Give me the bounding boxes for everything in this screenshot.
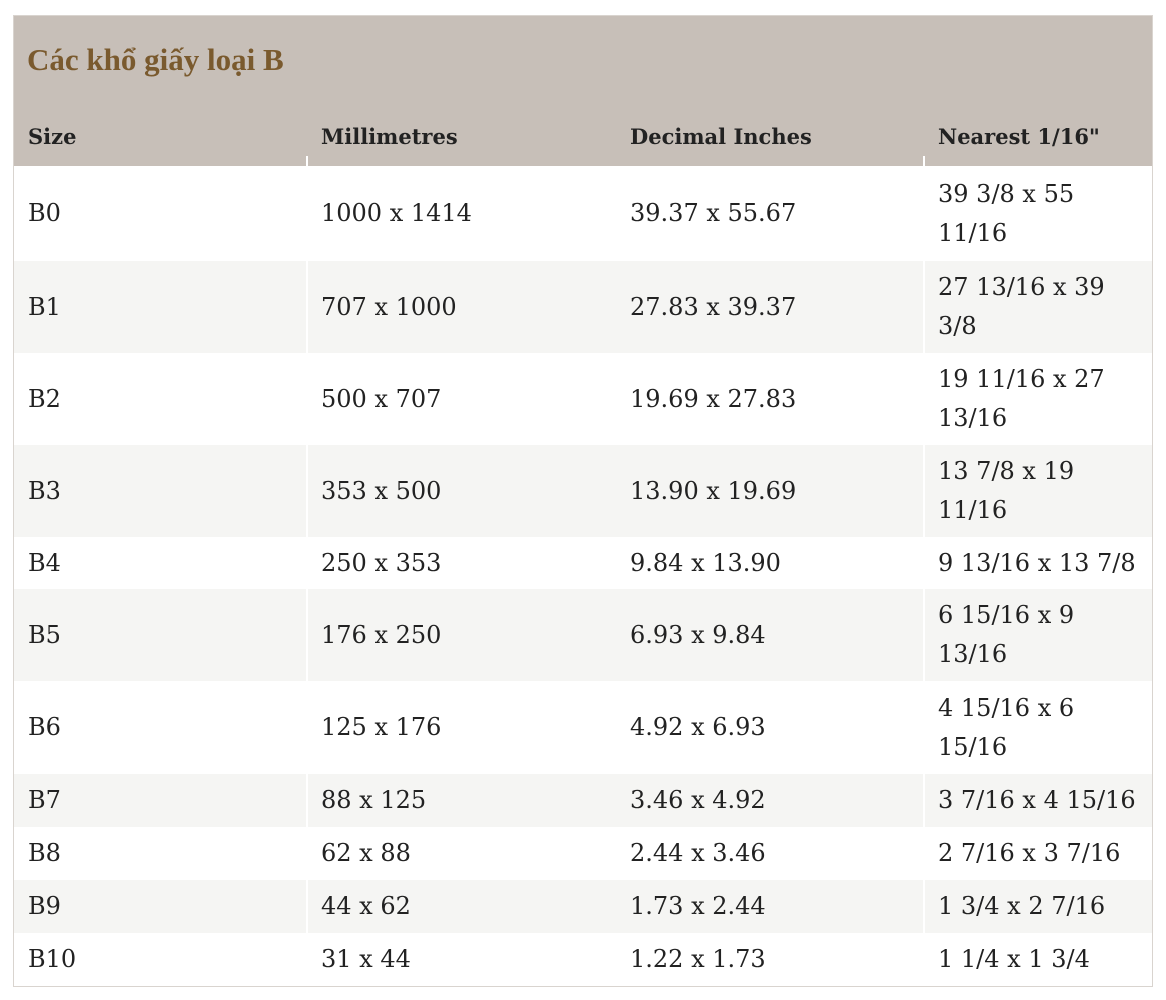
cell-decimal-inches: 13.90 x 19.69 [630, 476, 797, 505]
column-header-millimetres: Millimetres [321, 124, 458, 149]
cell-decimal-inches: 2.44 x 3.46 [630, 839, 766, 867]
cell-nearest: 39 3/8 x 55 11/16 [938, 179, 1075, 247]
cell-millimetres: 62 x 88 [321, 839, 411, 867]
table-row: B10 31 x 44 1.22 x 1.73 1 1/4 x 1 3/4 [14, 933, 1152, 986]
cell-size: B10 [28, 945, 77, 973]
cell-decimal-inches: 4.92 x 6.93 [630, 713, 766, 741]
cell-nearest: 1 1/4 x 1 3/4 [938, 945, 1090, 973]
cell-millimetres: 31 x 44 [321, 945, 411, 973]
cell-millimetres: 500 x 707 [321, 384, 442, 413]
table-row: B9 44 x 62 1.73 x 2.44 1 3/4 x 2 7/16 [14, 880, 1152, 933]
cell-size: B5 [28, 620, 61, 649]
cell-decimal-inches: 9.84 x 13.90 [630, 548, 781, 577]
cell-decimal-inches: 19.69 x 27.83 [630, 384, 797, 413]
column-separator [923, 681, 925, 774]
table-title: Các khổ giấy loại B [27, 42, 284, 77]
table-header: Các khổ giấy loại B Size Millimetres Dec… [14, 16, 1152, 166]
column-separator [923, 537, 925, 589]
cell-millimetres: 88 x 125 [321, 786, 427, 814]
column-header-size: Size [28, 124, 77, 149]
column-separator [923, 933, 925, 986]
cell-size: B3 [28, 476, 61, 505]
cell-nearest: 1 3/4 x 2 7/16 [938, 892, 1106, 920]
cell-nearest: 13 7/8 x 19 11/16 [938, 457, 1075, 524]
cell-millimetres: 44 x 62 [321, 892, 411, 920]
table-row: B2 500 x 707 19.69 x 27.83 19 11/16 x 27 13… [14, 353, 1152, 445]
column-separator [306, 166, 308, 261]
table-row: B6 125 x 176 4.92 x 6.93 4 15/16 x 6 15/16 [14, 681, 1152, 774]
column-separator [306, 880, 308, 933]
cell-millimetres: 250 x 353 [321, 548, 442, 577]
cell-size: B1 [28, 292, 61, 321]
cell-nearest: 2 7/16 x 3 7/16 [938, 839, 1121, 867]
table-row: B4 250 x 353 9.84 x 13.90 9 13/16 x 13 7/8 [14, 537, 1152, 589]
cell-size: B7 [28, 786, 61, 814]
table-row: B3 353 x 500 13.90 x 19.69 13 7/8 x 19 11/1… [14, 445, 1152, 537]
column-separator [306, 353, 308, 445]
cell-size: B9 [28, 892, 61, 920]
column-header-decimal-inches: Decimal Inches [630, 124, 812, 149]
column-separator [306, 156, 308, 166]
column-separator [923, 827, 925, 880]
cell-nearest: 27 13/16 x 39 3/8 [938, 273, 1105, 340]
column-separator [923, 774, 925, 827]
column-separator [923, 880, 925, 933]
cell-nearest: 3 7/16 x 4 15/16 [938, 786, 1136, 814]
column-separator [306, 445, 308, 537]
column-separator [306, 827, 308, 880]
cell-nearest: 19 11/16 x 27 13/16 [938, 365, 1105, 432]
column-separator [923, 353, 925, 445]
table-row: B7 88 x 125 3.46 x 4.92 3 7/16 x 4 15/16 [14, 774, 1152, 827]
cell-size: B2 [28, 384, 61, 413]
column-separator [306, 261, 308, 353]
cell-size: B6 [28, 713, 61, 741]
table-row: B1 707 x 1000 27.83 x 39.37 27 13/16 x 39 3… [14, 261, 1152, 353]
cell-millimetres: 1000 x 1414 [321, 199, 472, 227]
cell-nearest: 9 13/16 x 13 7/8 [938, 548, 1136, 577]
cell-millimetres: 125 x 176 [321, 713, 442, 741]
cell-size: B8 [28, 839, 61, 867]
table-row: B5 176 x 250 6.93 x 9.84 6 15/16 x 9 13/16 [14, 589, 1152, 681]
cell-nearest: 6 15/16 x 9 13/16 [938, 601, 1075, 668]
column-separator [306, 681, 308, 774]
cell-decimal-inches: 1.22 x 1.73 [630, 945, 766, 973]
cell-decimal-inches: 3.46 x 4.92 [630, 786, 766, 814]
paper-sizes-table: Các khổ giấy loại B Size Millimetres Dec… [13, 15, 1153, 987]
cell-millimetres: 176 x 250 [321, 620, 442, 649]
column-separator [306, 774, 308, 827]
cell-decimal-inches: 39.37 x 55.67 [630, 199, 797, 227]
cell-decimal-inches: 6.93 x 9.84 [630, 620, 766, 649]
cell-size: B4 [28, 548, 61, 577]
column-separator [923, 156, 925, 166]
column-separator [923, 445, 925, 537]
cell-millimetres: 707 x 1000 [321, 292, 457, 321]
column-header-nearest: Nearest 1/16" [938, 124, 1100, 149]
column-separator [923, 589, 925, 681]
column-separator [923, 261, 925, 353]
column-separator [306, 537, 308, 589]
table-row: B8 62 x 88 2.44 x 3.46 2 7/16 x 3 7/16 [14, 827, 1152, 880]
column-separator [306, 589, 308, 681]
cell-size: B0 [28, 199, 61, 227]
cell-decimal-inches: 27.83 x 39.37 [630, 292, 797, 321]
column-separator [923, 166, 925, 261]
cell-nearest: 4 15/16 x 6 15/16 [938, 693, 1075, 761]
cell-decimal-inches: 1.73 x 2.44 [630, 892, 766, 920]
cell-millimetres: 353 x 500 [321, 476, 442, 505]
column-separator [306, 933, 308, 986]
table-row: B0 1000 x 1414 39.37 x 55.67 39 3/8 x 55 11… [14, 166, 1152, 261]
